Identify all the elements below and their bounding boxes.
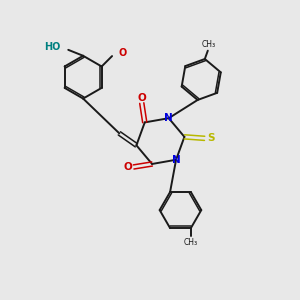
Text: N: N [164,113,173,123]
Text: HO: HO [44,42,61,52]
Text: O: O [118,48,127,58]
Text: S: S [207,133,214,143]
Text: O: O [137,93,146,103]
Text: CH₃: CH₃ [201,40,215,49]
Text: N: N [172,155,180,165]
Text: CH₃: CH₃ [184,238,198,247]
Text: O: O [124,162,133,172]
